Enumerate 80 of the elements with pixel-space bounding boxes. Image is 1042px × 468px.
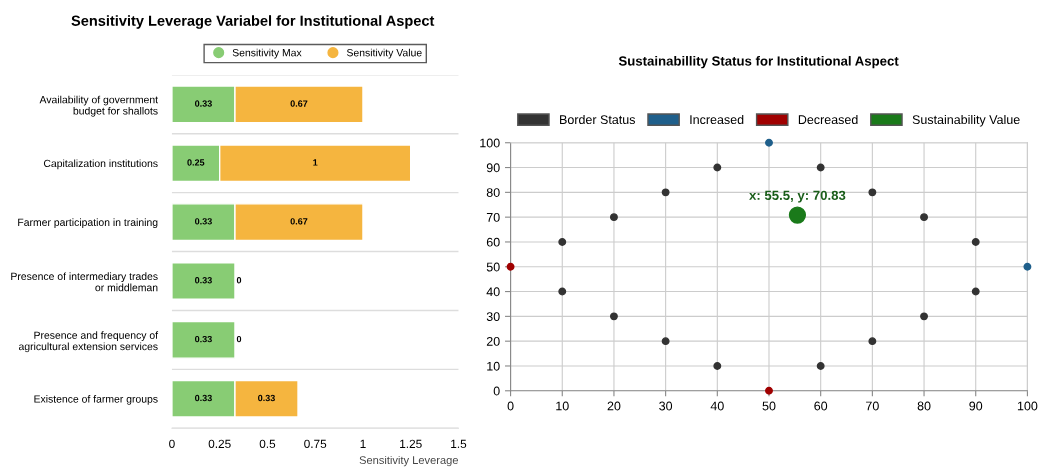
x-tick-label: 90 [969, 401, 983, 411]
data-label: 0.33 [195, 100, 212, 107]
annotation: x: 55.5, y: 70.83 [749, 190, 846, 203]
data-label: 0.25 [187, 159, 205, 166]
point [920, 213, 928, 222]
point [765, 138, 773, 147]
data-label: 0.67 [290, 100, 308, 107]
point [713, 362, 722, 370]
point [558, 287, 567, 296]
bar [171, 320, 236, 359]
point [971, 287, 980, 296]
x-tick-label: 60 [814, 401, 828, 411]
legend-label: Increased [690, 114, 744, 125]
x-tick-label: 0.75 [304, 439, 327, 448]
x-tick-label: 1.5 [451, 439, 467, 448]
data-label: 0.33 [195, 335, 212, 343]
data-label: 1 [313, 159, 318, 166]
point [506, 262, 515, 271]
x-tick-label: 40 [710, 401, 724, 411]
point [558, 238, 567, 246]
legend-label: Decreased [798, 114, 858, 125]
x-tick-label: 1.25 [400, 439, 422, 448]
point [765, 386, 773, 395]
point [661, 337, 670, 346]
x-tick-label: 50 [762, 401, 776, 411]
y-tick-label: 20 [486, 336, 500, 346]
point [1023, 262, 1032, 271]
point [816, 163, 825, 172]
x-tick-label: 30 [659, 401, 673, 411]
data-label: 0.67 [290, 218, 308, 225]
x-axis-title: Sensitivity Leverage [359, 455, 458, 467]
y-tick-label: Availability of government budget for shallots [39, 95, 158, 117]
y-tick-label: 80 [486, 188, 500, 197]
point [788, 206, 807, 224]
y-tick-label: Existence of farmer groups [34, 395, 158, 405]
point [920, 312, 928, 321]
x-tick-label: 70 [866, 401, 879, 411]
legend-label: Sensitivity Value [346, 48, 422, 59]
y-tick-label: 50 [486, 262, 500, 272]
point [713, 163, 722, 172]
y-tick-label: Presence of intermediary trades or middleman [11, 272, 158, 292]
bar [171, 262, 236, 300]
y-tick-label: Capitalization institutions [43, 159, 158, 170]
legend-label: Sensitivity Max [232, 48, 302, 59]
point [971, 238, 980, 246]
x-tick-label: 0.5 [259, 439, 276, 448]
point [609, 312, 618, 321]
y-tick-label: 60 [486, 237, 500, 247]
legend-label: Border Status [560, 114, 636, 125]
x-tick-label: 100 [1017, 401, 1038, 411]
point [816, 362, 825, 370]
data-label: 0.33 [195, 218, 212, 225]
x-tick-label: 10 [556, 401, 569, 411]
y-tick-label: 0 [493, 386, 500, 396]
point [609, 213, 618, 222]
point [661, 188, 670, 197]
point [868, 337, 877, 346]
y-tick-label: 100 [480, 138, 500, 148]
y-tick-label: 40 [486, 287, 500, 297]
x-tick-label: 80 [917, 401, 931, 411]
x-tick-label: 0 [507, 401, 514, 411]
chart-title: Sustainabillity Status for Institutional Aspect [618, 55, 899, 69]
y-tick-label: Presence and frequency of agricultural extension services [18, 331, 159, 353]
data-label: 0 [236, 277, 242, 284]
x-tick-label: 0 [169, 439, 175, 448]
data-label: 0 [236, 335, 242, 343]
x-tick-label: 1 [360, 439, 366, 448]
y-tick-label: 70 [486, 212, 500, 222]
x-tick-label: 0.25 [208, 439, 231, 448]
legend-label: Sustainability Value [912, 114, 1020, 127]
chart-title: Sensitivity Leverage Variabel for Institutional Aspect [71, 15, 435, 29]
x-tick-label: 20 [607, 401, 621, 411]
y-tick-label: 90 [486, 163, 500, 173]
data-label: 0.33 [195, 277, 212, 284]
data-label: 0.33 [195, 394, 212, 402]
y-tick-label: 30 [486, 312, 500, 322]
point [868, 188, 877, 197]
y-tick-label: Farmer participation in training [18, 218, 158, 229]
data-label: 0.33 [258, 394, 275, 402]
y-tick-label: 10 [487, 361, 500, 371]
